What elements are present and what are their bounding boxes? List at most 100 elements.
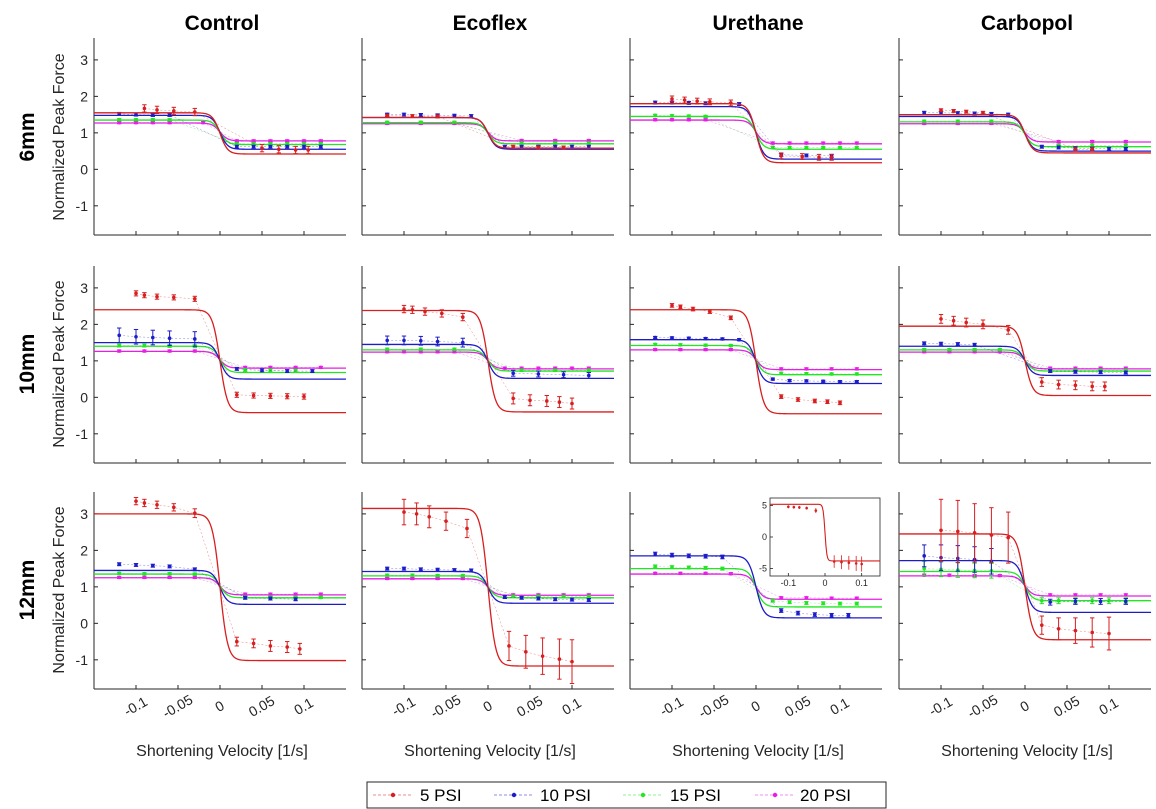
- data-point: [1098, 599, 1103, 604]
- data-point: [461, 340, 465, 345]
- data-point: [151, 117, 155, 122]
- data-point: [251, 393, 256, 398]
- data-point: [167, 120, 172, 125]
- data-point: [155, 502, 159, 507]
- data-point: [402, 338, 406, 343]
- data-point: [687, 117, 691, 122]
- data-point: [653, 564, 657, 569]
- inset-data-point: [805, 506, 808, 510]
- data-point: [922, 347, 926, 352]
- data-connector: [655, 119, 857, 144]
- data-point: [939, 528, 943, 533]
- data-point: [193, 297, 197, 301]
- inset-x-tick-label: -0.1: [781, 578, 797, 588]
- data-point: [570, 366, 574, 370]
- data-point: [779, 595, 783, 600]
- inset-data-point: [854, 562, 858, 565]
- data-point: [142, 575, 147, 580]
- data-point: [134, 291, 138, 296]
- data-point: [972, 343, 977, 347]
- data-connector: [119, 573, 321, 598]
- data-point: [302, 141, 306, 146]
- data-point: [1056, 382, 1061, 387]
- y-tick-label: 1: [80, 125, 88, 141]
- data-point: [1073, 599, 1078, 604]
- data-point: [172, 505, 176, 510]
- data-point: [1073, 369, 1078, 374]
- data-point: [855, 596, 859, 600]
- x-axis-label: Shortening Velocity [1/s]: [136, 743, 308, 760]
- series-5-psi: [899, 498, 1151, 651]
- data-point: [771, 145, 775, 150]
- data-connector: [924, 343, 1126, 373]
- data-point: [1040, 144, 1044, 149]
- data-point: [1048, 369, 1052, 373]
- y-tick-label: 3: [80, 52, 88, 68]
- row-title-10mm: 10mm: [16, 334, 39, 395]
- data-point: [561, 145, 566, 150]
- column-title-carbopol: Carbopol: [981, 12, 1073, 35]
- data-point: [553, 141, 557, 145]
- y-tick-label: -1: [76, 652, 89, 668]
- data-point: [151, 113, 155, 117]
- data-point: [167, 349, 172, 353]
- y-tick-label: 1: [80, 579, 88, 595]
- series-5-psi: [94, 496, 346, 662]
- data-point: [972, 531, 977, 535]
- data-point: [469, 114, 474, 118]
- data-point: [587, 594, 591, 599]
- data-point: [511, 396, 515, 401]
- inset-data-point: [787, 505, 790, 509]
- data-point: [172, 109, 176, 113]
- data-point: [268, 592, 273, 596]
- legend-label: 15 PSI: [670, 786, 721, 805]
- data-point: [1006, 328, 1010, 332]
- data-point: [201, 120, 205, 125]
- inset-y-tick-label: 0: [762, 532, 767, 542]
- data-point: [557, 657, 562, 661]
- data-point: [319, 365, 323, 370]
- data-point: [678, 347, 683, 352]
- data-point: [385, 120, 390, 125]
- data-point: [524, 649, 528, 654]
- fit-curve: [94, 112, 346, 155]
- data-point: [1056, 627, 1061, 631]
- data-connector: [387, 574, 589, 597]
- legend-box: [366, 781, 887, 809]
- panel-6mm-control: -1 0 1 2 3: [76, 38, 346, 236]
- data-point: [285, 369, 290, 373]
- data-point: [268, 144, 273, 149]
- data-point: [251, 144, 256, 149]
- data-point: [536, 366, 541, 370]
- data-point: [1073, 147, 1078, 152]
- data-point: [117, 117, 121, 122]
- row-title-12mm: 12mm: [16, 560, 39, 621]
- data-point: [670, 97, 674, 101]
- data-point: [435, 567, 440, 572]
- data-point: [465, 526, 469, 531]
- data-point: [193, 511, 197, 515]
- data-point: [235, 392, 239, 397]
- data-point: [956, 529, 960, 534]
- data-point: [293, 597, 298, 602]
- data-point: [829, 372, 834, 376]
- data-point: [779, 371, 783, 376]
- data-point: [838, 401, 842, 405]
- data-connector: [119, 577, 321, 595]
- data-point: [587, 141, 591, 145]
- data-point: [553, 597, 557, 602]
- data-point: [804, 153, 809, 158]
- data-connector: [403, 511, 573, 662]
- inset-x-tick-label: 0: [822, 578, 827, 588]
- data-point: [653, 347, 657, 352]
- data-point: [829, 155, 834, 160]
- data-point: [419, 113, 423, 117]
- data-point: [771, 141, 775, 145]
- fit-curve: [630, 103, 882, 164]
- data-point: [1090, 143, 1094, 148]
- data-point: [557, 400, 562, 404]
- data-point: [193, 110, 197, 114]
- data-point: [1124, 147, 1128, 151]
- data-connector: [655, 349, 857, 370]
- data-point: [117, 120, 121, 125]
